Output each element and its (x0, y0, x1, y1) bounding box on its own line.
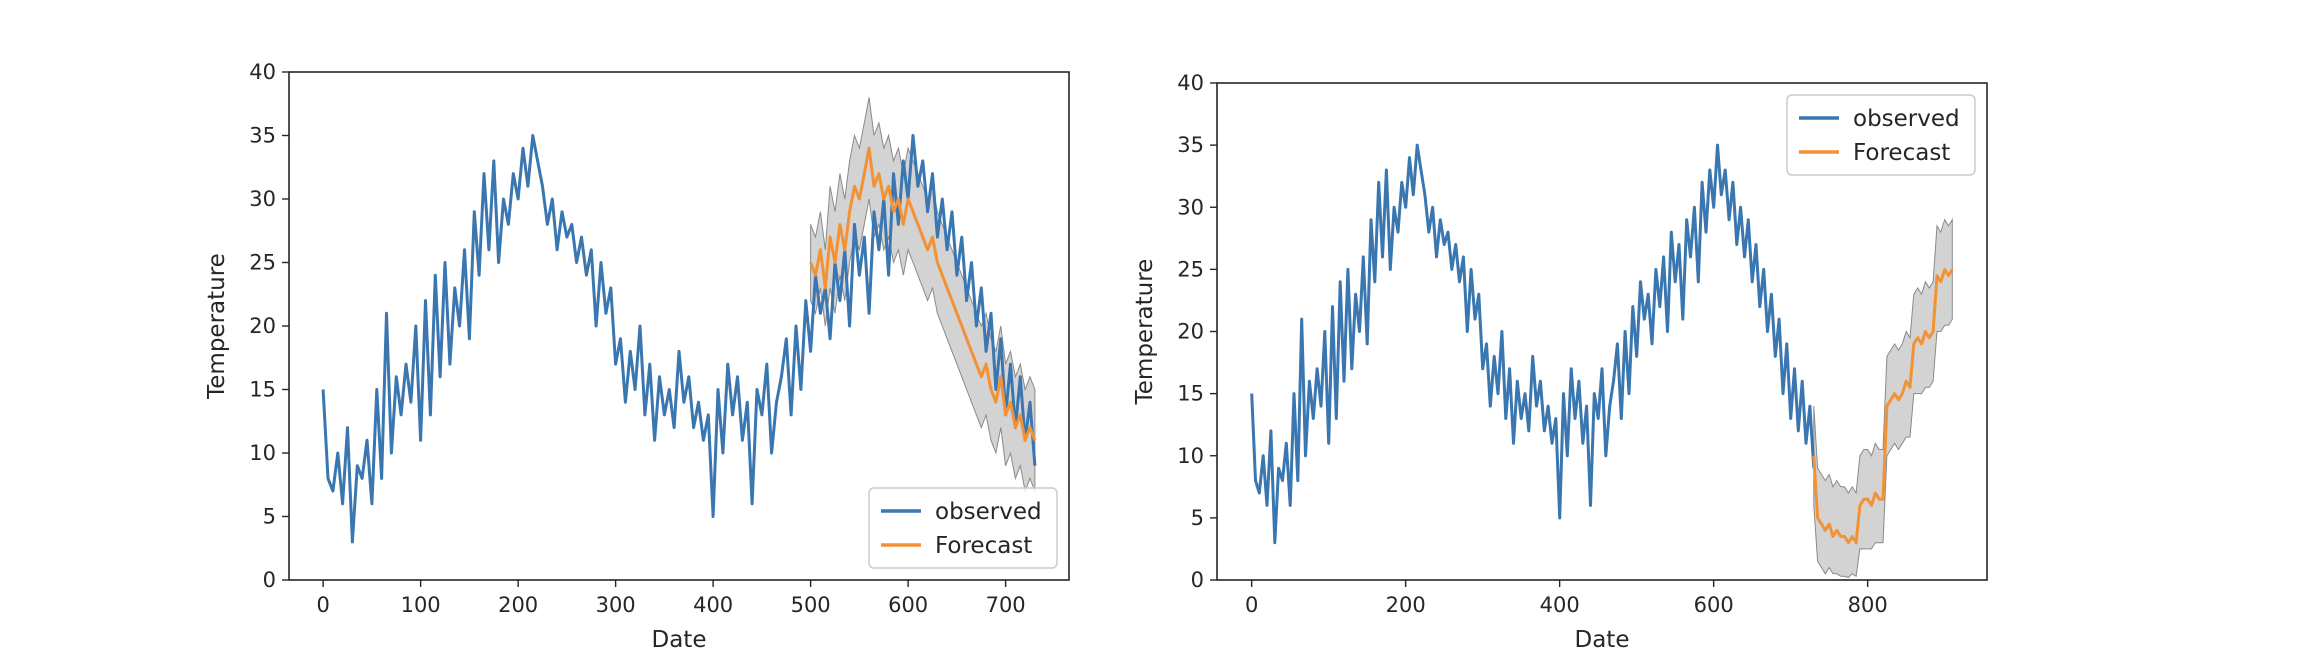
legend-box (1786, 94, 1976, 176)
y-tick-label: 35 (249, 124, 276, 148)
legend: observed Forecast (868, 487, 1058, 569)
legend-label-forecast: Forecast (1853, 140, 1950, 166)
right-chart: 0 200 400 600 800 0 5 10 15 20 25 30 35 40 Date Tempera… (1132, 71, 1988, 653)
x-tick-label: 400 (693, 593, 733, 617)
data-layer (321, 97, 1037, 544)
y-axis-label: Temperature (1132, 259, 1158, 406)
series-line-observed (1250, 143, 1816, 545)
x-tick-label: 200 (1386, 593, 1426, 617)
series-line-forecast (809, 146, 1037, 442)
y-tick-label: 40 (1177, 71, 1204, 95)
x-axis-label: Date (652, 627, 707, 653)
legend-label-observed: observed (1853, 106, 1960, 132)
x-tick-label: 600 (888, 593, 928, 617)
y-tick-label: 20 (1177, 320, 1204, 344)
y-tick-label: 10 (1177, 444, 1204, 468)
y-tick-label: 25 (1177, 257, 1204, 281)
y-tick-label: 35 (1177, 133, 1204, 157)
y-axis-label: Temperature (204, 253, 230, 400)
legend-box (868, 487, 1058, 569)
x-tick-label: 800 (1848, 593, 1888, 617)
x-tick-label: 0 (316, 593, 329, 617)
confidence-band-forecast (1813, 217, 1953, 579)
x-axis-label: Date (1575, 627, 1630, 653)
y-tick-label: 15 (249, 378, 276, 402)
legend-label-forecast: Forecast (935, 533, 1032, 559)
data-layer (1250, 143, 1954, 579)
y-tick-label: 30 (1177, 195, 1204, 219)
series-line-forecast (1812, 267, 1954, 545)
x-tick-label: 500 (791, 593, 831, 617)
left-chart: 0 100 200 300 400 500 600 700 0 5 10 15 20 25 30 35 40 Da… (204, 60, 1070, 653)
y-tick-label: 5 (263, 505, 276, 529)
x-tick-label: 700 (986, 593, 1026, 617)
y-tick-label: 10 (249, 441, 276, 465)
y-tick-label: 0 (1191, 568, 1204, 592)
x-tick-label: 0 (1245, 593, 1258, 617)
x-tick-label: 200 (498, 593, 538, 617)
y-tick-label: 5 (1191, 506, 1204, 530)
y-tick-label: 30 (249, 187, 276, 211)
legend: observed Forecast (1786, 94, 1976, 176)
y-tick-label: 0 (263, 568, 276, 592)
y-tick-label: 20 (249, 314, 276, 338)
y-tick-label: 40 (249, 60, 276, 84)
x-tick-label: 300 (596, 593, 636, 617)
y-tick-label: 25 (249, 251, 276, 275)
x-tick-label: 400 (1540, 593, 1580, 617)
legend-label-observed: observed (935, 499, 1042, 525)
x-tick-label: 600 (1694, 593, 1734, 617)
series-line-observed (321, 134, 1037, 544)
x-tick-label: 100 (401, 593, 441, 617)
y-tick-label: 15 (1177, 382, 1204, 406)
